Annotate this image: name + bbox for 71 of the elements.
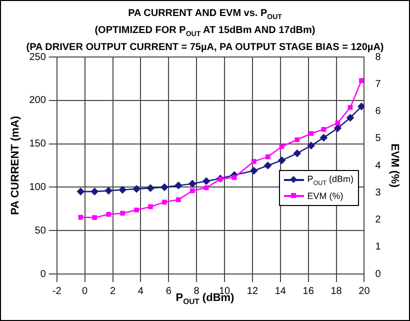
point — [346, 114, 354, 122]
point — [176, 197, 181, 202]
x-tick-label: -2 — [52, 286, 62, 297]
point — [174, 182, 182, 190]
x-tick-label: 8 — [194, 286, 200, 297]
point — [204, 185, 209, 190]
point — [278, 156, 286, 164]
point — [118, 186, 126, 194]
point — [334, 124, 342, 132]
y2-tick-label: 0 — [375, 268, 382, 280]
x-tick-label: 4 — [138, 286, 144, 297]
chart-subtitle: (OPTIMIZED FOR P$_{OUT}$ AT 15dBm AND 17dBm) (PA DRIVER OUTPUT CURRENT = 75µA, PA OUTPUT STAGE BIAS = 120µA) — [26, 25, 384, 53]
y-tick-label: 200 — [29, 95, 46, 106]
point — [146, 184, 154, 192]
point — [132, 185, 140, 193]
y-tick-label: 250 — [29, 52, 46, 63]
x-tick-label: 2 — [110, 286, 116, 297]
point — [294, 150, 301, 157]
x-tick-label: 6 — [166, 286, 172, 297]
y-tick-label: 100 — [29, 182, 46, 193]
y2-tick-label: 5 — [375, 133, 382, 144]
y-tick-label: 0 — [40, 268, 46, 280]
y2-tick-label: 6 — [375, 106, 382, 117]
point — [106, 212, 111, 217]
y2-axis-title: EVM (%) — [388, 144, 400, 188]
legend-label: EVM (%) — [306, 190, 344, 203]
point — [279, 144, 284, 149]
y2-tick-label: 4 — [375, 160, 382, 172]
point — [348, 105, 353, 110]
x-tick-label: 0 — [82, 286, 88, 297]
x-tick-label: 12 — [246, 286, 258, 297]
x-tick-label: 14 — [274, 286, 286, 297]
x-tick-label: 16 — [302, 286, 314, 297]
point — [90, 188, 98, 196]
point — [134, 208, 139, 212]
point — [265, 154, 270, 160]
y-tick-label: 50 — [34, 225, 46, 236]
point — [202, 177, 210, 185]
y-axis-title: PA CURRENT (mA) — [10, 116, 22, 215]
point — [308, 142, 315, 150]
point — [160, 184, 168, 191]
point — [232, 175, 237, 180]
point — [358, 102, 364, 110]
y2-tick-label: 3 — [375, 187, 382, 198]
point — [251, 159, 256, 164]
point — [104, 187, 112, 194]
point — [78, 214, 84, 220]
y2-tick-label: 1 — [375, 242, 382, 253]
y2-tick-label: 7 — [375, 78, 382, 90]
point — [250, 167, 258, 174]
point — [76, 188, 84, 196]
point — [92, 215, 98, 220]
point — [321, 127, 326, 132]
y2-tick-label: 2 — [375, 214, 382, 226]
point — [190, 188, 195, 194]
point — [335, 120, 340, 126]
point — [359, 78, 364, 84]
point — [162, 200, 167, 205]
y-tick-label: 150 — [29, 138, 46, 150]
x-tick-label: 18 — [330, 286, 342, 297]
point — [148, 204, 153, 210]
point — [120, 210, 125, 216]
x-tick-label: 20 — [358, 286, 370, 297]
point — [264, 162, 272, 170]
legend-label: P$_{OUT}$ (dBm) — [306, 173, 354, 189]
y2-tick-label: 8 — [375, 52, 382, 63]
chart-title: PA CURRENT AND EVM vs. P$_{OUT}$ — [128, 8, 282, 21]
point — [320, 134, 328, 142]
point — [294, 137, 300, 142]
point — [308, 131, 314, 136]
point — [188, 180, 196, 188]
